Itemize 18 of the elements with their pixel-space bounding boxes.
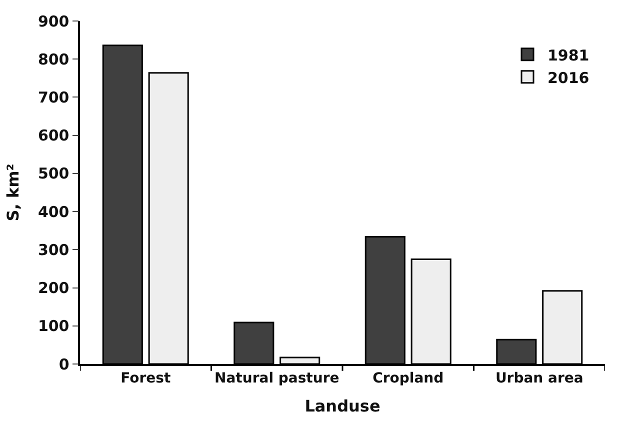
y-tick-label: 200	[38, 279, 70, 298]
y-tick-label: 600	[38, 126, 70, 145]
y-axis-title: S, km²	[3, 164, 22, 222]
x-tick-label: Urban area	[495, 370, 584, 387]
y-tick-label: 800	[38, 50, 70, 68]
legend-label: 1981	[548, 46, 590, 64]
y-tick-label: 300	[38, 240, 70, 259]
y-tick-label: 700	[38, 88, 70, 106]
x-tick-label: Cropland	[372, 370, 444, 387]
y-tick-label: 0	[58, 355, 70, 374]
y-tick-label: 400	[38, 202, 70, 221]
y-tick-label: 100	[38, 317, 70, 336]
x-tick-label: Natural pasture	[214, 370, 340, 387]
x-tick-label: Forest	[120, 370, 171, 387]
x-axis-title: Landuse	[304, 396, 380, 416]
y-tick-label: 900	[38, 12, 70, 30]
y-tick-label: 500	[38, 164, 70, 183]
legend-label: 2016	[548, 68, 590, 87]
